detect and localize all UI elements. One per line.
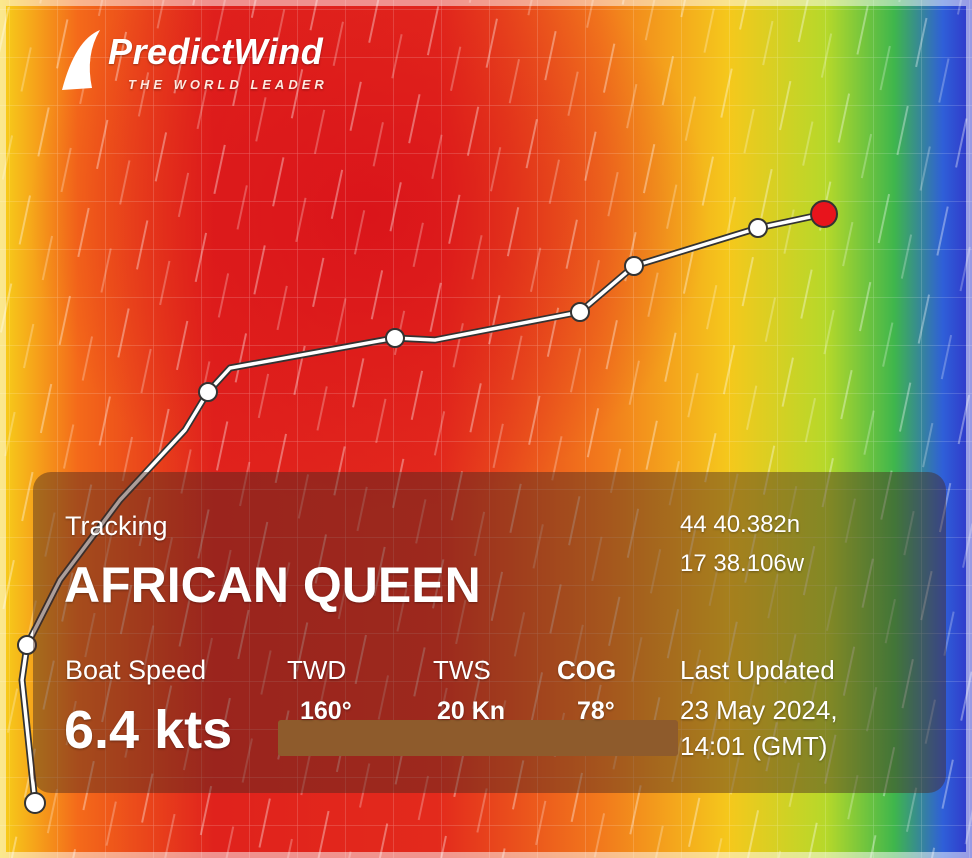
stat-value: 160°	[300, 697, 352, 725]
last-updated-time: 14:01 (GMT)	[680, 731, 828, 761]
stat-value: 78°	[577, 697, 615, 725]
waypoint	[24, 792, 46, 814]
waypoint	[385, 328, 405, 348]
stat-label: TWD	[287, 655, 347, 685]
redaction-bar	[278, 720, 678, 756]
tracking-label: Tracking	[65, 511, 168, 541]
waypoint	[624, 256, 644, 276]
track	[20, 212, 825, 804]
waypoint	[748, 218, 768, 238]
last-updated-label: Last Updated	[680, 655, 835, 685]
waypoint	[570, 302, 590, 322]
stat-label: TWS	[433, 655, 491, 685]
boat-name: AFRICAN QUEEN	[64, 557, 481, 613]
longitude: 17 38.106w	[680, 550, 805, 577]
last-updated-date: 23 May 2024,	[680, 695, 838, 725]
tagline: THE WORLD LEADER	[128, 77, 328, 92]
stat-value: 6.4 kts	[64, 700, 233, 760]
latitude: 44 40.382n	[680, 511, 801, 538]
stat-label: Boat Speed	[65, 655, 207, 685]
logo-sail	[62, 30, 100, 90]
waypoint	[198, 382, 218, 402]
stat-value: 20 Kn	[437, 697, 506, 725]
current-position	[810, 200, 838, 228]
logo: PredictWind	[108, 31, 324, 72]
waypoint	[17, 635, 37, 655]
stat-label: COG	[557, 655, 617, 685]
waypoints	[17, 218, 768, 814]
